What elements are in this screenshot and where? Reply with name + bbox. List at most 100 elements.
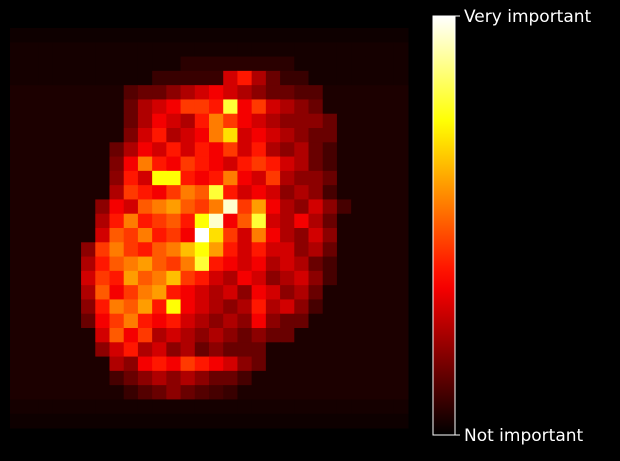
heatmap-cell [10, 70, 25, 86]
heatmap-cell [194, 399, 210, 415]
heatmap-cell [308, 28, 324, 43]
heatmap-cell [109, 370, 125, 386]
heatmap-cell [351, 270, 366, 286]
heatmap-cell [109, 285, 125, 300]
heatmap-cell [137, 199, 153, 215]
heatmap-cell [209, 42, 224, 58]
heatmap-cell [365, 128, 381, 143]
heatmap-cell [38, 28, 54, 43]
heatmap-cell [52, 85, 68, 100]
heatmap-cell [66, 85, 82, 100]
heatmap-cell [209, 142, 224, 158]
heatmap-cell [52, 356, 68, 372]
heatmap-cell [194, 413, 210, 429]
heatmap-cell [365, 342, 381, 358]
heatmap-cell [109, 385, 125, 400]
heatmap-cell [38, 299, 54, 315]
heatmap-cell [10, 128, 25, 143]
heatmap-cell [38, 313, 54, 329]
heatmap-cell [24, 356, 39, 372]
heatmap-cell [322, 142, 338, 158]
heatmap-cell [38, 99, 54, 115]
heatmap-cell [280, 356, 295, 372]
colorbar-tick-label: Not important [464, 426, 584, 446]
heatmap-cell [365, 299, 381, 315]
heatmap-cell [393, 370, 409, 386]
heatmap-cell [265, 228, 281, 243]
heatmap-cell [265, 342, 281, 358]
heatmap-cell [223, 213, 238, 229]
heatmap-cell [38, 385, 54, 400]
heatmap-cell [81, 356, 96, 372]
heatmap-cell [251, 28, 267, 43]
heatmap-cell [308, 142, 324, 158]
heatmap-cell [237, 128, 253, 143]
heatmap-cell [280, 85, 295, 100]
heatmap-cell [308, 70, 324, 86]
heatmap-cell [280, 399, 295, 415]
heatmap-cell [308, 113, 324, 129]
heatmap-cell [308, 413, 324, 429]
heatmap-cell [294, 142, 309, 158]
heatmap-cell [38, 56, 54, 72]
heatmap-cell [336, 113, 352, 129]
heatmap-cell [265, 299, 281, 315]
heatmap-cell [265, 328, 281, 343]
heatmap-cell [322, 213, 338, 229]
heatmap-cell [52, 228, 68, 243]
heatmap-cell [166, 185, 182, 200]
heatmap-cell [294, 328, 309, 343]
heatmap-cell [109, 242, 125, 258]
heatmap-cell [123, 413, 139, 429]
heatmap-cell [294, 170, 309, 186]
heatmap-cell [265, 385, 281, 400]
heatmap-cell [336, 242, 352, 258]
heatmap-cell [393, 70, 409, 86]
heatmap-cell [24, 270, 39, 286]
heatmap-cell [137, 142, 153, 158]
heatmap-cell [66, 270, 82, 286]
heatmap-cell [24, 299, 39, 315]
heatmap-cell [81, 256, 96, 272]
heatmap-cell [237, 299, 253, 315]
heatmap-cell [109, 413, 125, 429]
heatmap-cell [66, 113, 82, 129]
heatmap-cell [365, 99, 381, 115]
heatmap-cell [123, 370, 139, 386]
heatmap-cell [280, 270, 295, 286]
heatmap-cell [280, 28, 295, 43]
heatmap-cell [322, 328, 338, 343]
heatmap-cell [95, 328, 110, 343]
heatmap-cell [237, 70, 253, 86]
heatmap-cell [209, 213, 224, 229]
heatmap-cell [24, 256, 39, 272]
heatmap-cell [152, 399, 167, 415]
heatmap-cell [95, 342, 110, 358]
heatmap-cell [294, 342, 309, 358]
heatmap-cell [66, 142, 82, 158]
heatmap-cell [393, 356, 409, 372]
heatmap-cell [365, 85, 381, 100]
heatmap-cell [66, 256, 82, 272]
heatmap-cell [152, 342, 167, 358]
heatmap-cell [38, 342, 54, 358]
heatmap-cell [251, 370, 267, 386]
heatmap-cell [66, 356, 82, 372]
heatmap-cell [379, 56, 395, 72]
heatmap-cell [237, 85, 253, 100]
heatmap-cell [194, 70, 210, 86]
heatmap-cell [237, 228, 253, 243]
heatmap-cell [393, 42, 409, 58]
heatmap-cell [209, 285, 224, 300]
heatmap-cell [393, 199, 409, 215]
heatmap-cell [322, 356, 338, 372]
heatmap-cell [322, 28, 338, 43]
heatmap-cell [294, 70, 309, 86]
heatmap-cell [137, 242, 153, 258]
heatmap-cell [365, 28, 381, 43]
heatmap-cell [223, 142, 238, 158]
heatmap-cell [66, 370, 82, 386]
heatmap-cell [137, 113, 153, 129]
heatmap-cell [66, 199, 82, 215]
heatmap-cell [137, 56, 153, 72]
